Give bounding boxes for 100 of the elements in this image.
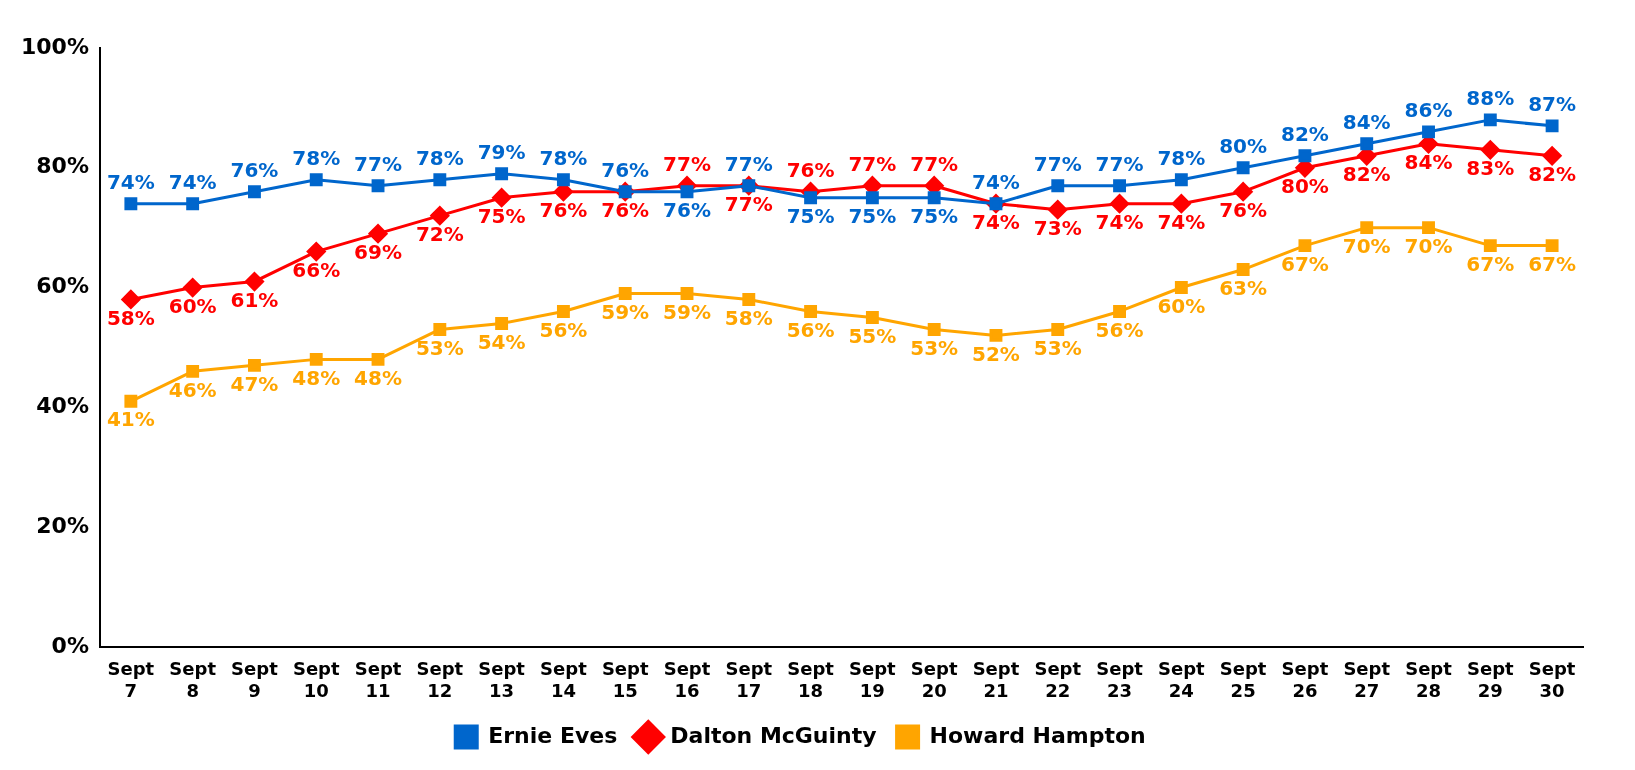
data-label: 70% [1342, 233, 1391, 258]
data-label: 76% [601, 197, 650, 222]
data-label: 66% [292, 257, 341, 282]
data-label: 78% [1157, 145, 1206, 170]
x-tick-label: Sept 12 [416, 658, 464, 701]
x-tick-label: Sept 21 [972, 658, 1020, 701]
x-tick-label: Sept 24 [1158, 658, 1206, 701]
data-label: 86% [1404, 98, 1453, 123]
x-tick-label: Sept 10 [292, 658, 340, 701]
data-label: 78% [292, 145, 341, 170]
data-label: 74% [972, 169, 1020, 194]
x-tick-label: Sept 28 [1405, 658, 1453, 701]
x-tick-label: Sept 16 [663, 658, 711, 701]
data-label: 77% [1033, 151, 1082, 176]
y-tick-label: 60% [36, 273, 89, 299]
data-label: 63% [1219, 275, 1268, 300]
data-label: 74% [1157, 209, 1206, 234]
data-label: 69% [354, 239, 402, 264]
x-tick-label: Sept 19 [849, 658, 897, 701]
data-label: 58% [106, 305, 155, 330]
data-label: 79% [477, 139, 526, 164]
data-label: 87% [1528, 92, 1577, 117]
data-label: 60% [168, 293, 217, 318]
legend-label: Howard Hampton [929, 722, 1146, 748]
x-tick-label: Sept 11 [354, 658, 402, 701]
y-tick-label: 100% [21, 33, 89, 59]
data-label: 75% [786, 203, 835, 228]
data-label: 76% [601, 157, 650, 182]
data-label: 82% [1280, 121, 1329, 146]
data-label: 88% [1466, 86, 1515, 111]
data-label: 56% [1095, 317, 1144, 342]
data-label: 78% [415, 145, 464, 170]
data-label: 78% [539, 145, 588, 170]
data-label: 75% [848, 203, 897, 228]
data-label: 74% [1095, 209, 1144, 234]
data-label: 48% [354, 365, 402, 390]
data-label: 82% [1528, 161, 1577, 186]
data-label: 54% [477, 329, 526, 354]
data-label: 83% [1466, 156, 1515, 180]
x-tick-label: Sept 8 [169, 658, 217, 701]
data-label: 75% [910, 203, 959, 228]
x-tick-label: Sept 17 [725, 658, 773, 701]
data-label: 70% [1404, 233, 1453, 258]
data-label: 84% [1342, 110, 1391, 135]
data-label: 77% [910, 151, 959, 176]
x-tick-label: Sept 22 [1034, 658, 1082, 701]
x-tick-label: Sept 25 [1219, 658, 1267, 701]
legend-label: Dalton McGuinty [670, 722, 877, 748]
data-label: 52% [972, 341, 1020, 366]
x-tick-label: Sept 14 [540, 658, 588, 701]
y-tick-label: 20% [36, 512, 89, 538]
data-label: 77% [724, 151, 773, 176]
data-label: 82% [1342, 161, 1391, 186]
data-label: 59% [601, 299, 650, 324]
data-label: 53% [1033, 335, 1082, 360]
data-label: 76% [786, 157, 835, 182]
data-label: 46% [168, 377, 217, 402]
data-label: 55% [848, 323, 897, 348]
x-tick-label: Sept 23 [1096, 658, 1144, 701]
data-label: 53% [415, 335, 464, 360]
data-label: 72% [415, 221, 464, 246]
data-label: 67% [1528, 251, 1577, 276]
data-label: 77% [354, 151, 402, 176]
data-label: 74% [972, 209, 1020, 234]
y-tick-label: 40% [36, 393, 89, 418]
data-label: 76% [539, 197, 588, 222]
data-label: 48% [292, 365, 341, 390]
data-label: 76% [230, 157, 279, 182]
data-label: 56% [539, 317, 588, 342]
data-label: 47% [230, 371, 279, 396]
data-label: 80% [1280, 173, 1329, 198]
x-tick-label: Sept 20 [910, 658, 958, 701]
data-label: 56% [786, 317, 835, 342]
y-tick-label: 0% [51, 632, 89, 658]
data-label: 80% [1219, 133, 1268, 158]
data-label: 77% [663, 151, 711, 176]
data-label: 77% [1095, 151, 1144, 176]
y-tick-label: 80% [36, 153, 89, 179]
data-label: 67% [1280, 251, 1329, 276]
x-tick-label: Sept 27 [1343, 658, 1391, 701]
x-tick-label: Sept 9 [231, 658, 279, 701]
data-label: 41% [106, 407, 155, 432]
data-label: 77% [848, 151, 897, 176]
data-label: 84% [1404, 150, 1453, 175]
data-label: 77% [724, 191, 773, 216]
x-tick-label: Sept 30 [1528, 658, 1576, 701]
x-tick-label: Sept 29 [1466, 658, 1515, 701]
data-label: 58% [724, 305, 773, 330]
data-label: 74% [106, 169, 155, 194]
data-label: 67% [1466, 251, 1515, 276]
legend-label: Ernie Eves [488, 722, 618, 748]
x-tick-label: Sept 26 [1281, 658, 1329, 701]
data-label: 73% [1033, 215, 1082, 240]
data-label: 53% [910, 335, 959, 360]
data-label: 76% [1219, 197, 1268, 222]
data-label: 75% [477, 203, 526, 228]
data-label: 76% [663, 197, 711, 222]
data-label: 61% [230, 287, 279, 312]
data-label: 74% [168, 169, 217, 194]
x-tick-label: Sept 18 [787, 658, 835, 701]
